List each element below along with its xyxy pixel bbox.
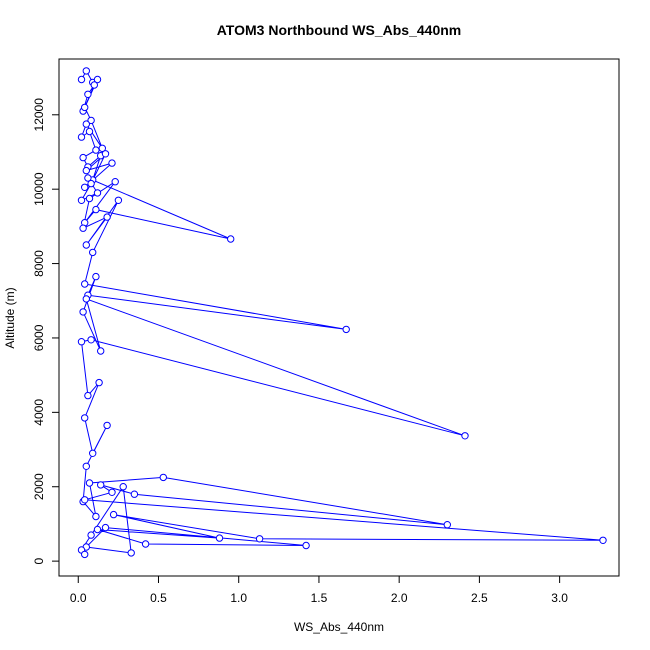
data-point <box>84 174 92 182</box>
data-point <box>77 75 86 84</box>
data-point <box>130 490 139 498</box>
data-point <box>92 205 100 214</box>
data-point <box>92 272 100 281</box>
data-point <box>87 179 95 188</box>
data-point <box>114 196 123 205</box>
y-tick-label: 0 <box>32 557 46 564</box>
x-axis: 0.0 0.5 1.0 1.5 2.0 2.5 3.0 <box>70 575 568 605</box>
data-point <box>84 90 92 99</box>
data-point <box>97 347 105 355</box>
data-point <box>87 336 95 344</box>
data-point <box>85 479 94 487</box>
data-point <box>84 391 92 400</box>
data-point <box>101 523 110 532</box>
data-point <box>108 488 116 496</box>
data-point <box>81 280 89 288</box>
data-point <box>82 120 91 128</box>
y-tick-label: 2000 <box>32 473 46 500</box>
data-point <box>159 473 168 482</box>
data-point <box>87 116 95 125</box>
y-axis: 0 2000 4000 6000 8000 10000 12000 <box>32 98 60 564</box>
data-point <box>108 159 116 167</box>
data-point <box>127 549 135 557</box>
data-point <box>93 189 102 197</box>
data-point <box>95 378 103 387</box>
x-tick-label: 1.5 <box>311 591 328 605</box>
data-point <box>92 146 100 154</box>
data-point <box>82 166 91 175</box>
data-point <box>111 178 119 186</box>
y-axis-label: Altitude (m) <box>3 287 17 348</box>
data-point <box>227 235 235 243</box>
data-point <box>255 535 264 543</box>
x-tick-label: 0.5 <box>150 591 167 605</box>
data-point <box>89 449 97 457</box>
data-point <box>93 75 102 84</box>
data-point <box>82 295 91 303</box>
data-point <box>93 525 102 534</box>
x-axis-label: WS_Abs_440nm <box>294 620 384 634</box>
x-tick-label: 0.0 <box>70 591 87 605</box>
data-point <box>85 127 94 136</box>
data-point <box>81 183 89 192</box>
data-point <box>82 462 91 470</box>
data-point <box>92 512 100 521</box>
data-point <box>109 510 118 519</box>
data-point <box>81 550 89 559</box>
y-tick-label: 4000 <box>32 399 46 426</box>
data-point <box>77 196 86 205</box>
x-tick-label: 2.5 <box>471 591 488 605</box>
data-point <box>302 541 310 550</box>
y-tick-label: 10000 <box>32 172 46 206</box>
data-point <box>215 534 224 542</box>
data-point <box>77 133 86 141</box>
y-tick-label: 6000 <box>32 324 46 351</box>
y-tick-label: 8000 <box>32 250 46 277</box>
data-point <box>89 248 97 257</box>
data-point <box>82 241 91 249</box>
data-point <box>599 536 607 544</box>
data-point <box>97 481 105 489</box>
data-point <box>81 414 89 422</box>
x-tick-label: 2.0 <box>391 591 408 605</box>
y-tick-label: 12000 <box>32 98 46 132</box>
data-point <box>90 81 99 89</box>
data-point <box>141 540 150 548</box>
chart-title: ATOM3 Northbound WS_Abs_440nm <box>217 22 462 38</box>
series-layer <box>77 67 607 559</box>
data-point <box>103 421 111 430</box>
data-point <box>87 531 95 539</box>
data-point <box>443 521 451 529</box>
data-point <box>461 432 469 440</box>
data-point <box>119 483 127 491</box>
data-point <box>81 103 89 112</box>
data-point <box>77 338 86 346</box>
data-point <box>79 153 87 162</box>
data-point <box>81 496 89 504</box>
data-point <box>79 308 87 316</box>
data-point <box>101 150 110 158</box>
data-point <box>85 194 94 203</box>
x-tick-label: 1.0 <box>230 591 247 605</box>
data-point <box>342 325 350 334</box>
x-tick-label: 3.0 <box>551 591 568 605</box>
data-point <box>82 67 91 75</box>
data-point <box>79 224 87 232</box>
data-point <box>103 213 111 221</box>
